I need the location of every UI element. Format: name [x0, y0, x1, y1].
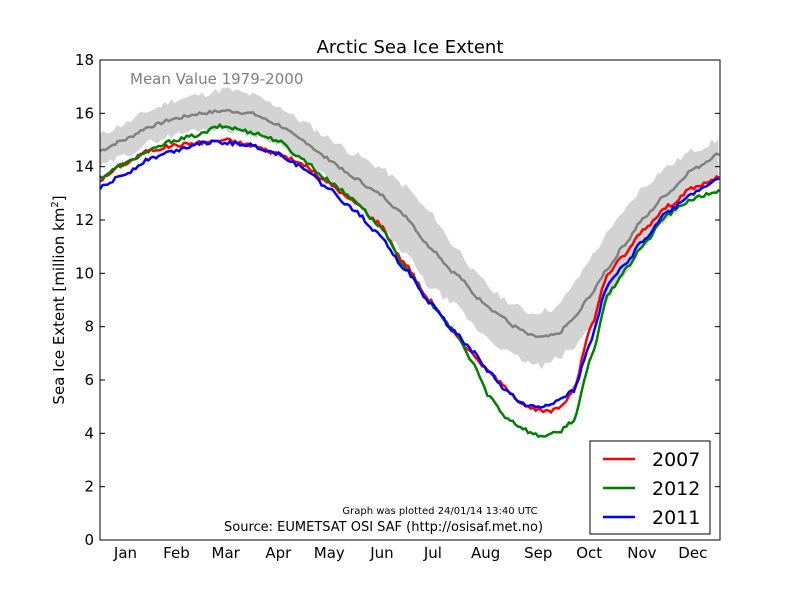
x-tick-label-jun: Jun — [369, 544, 393, 562]
chart-title: Arctic Sea Ice Extent — [317, 37, 504, 58]
y-tick-label: 12 — [75, 211, 94, 229]
x-tick-label-jan: Jan — [113, 544, 137, 562]
x-tick-label-nov: Nov — [627, 544, 656, 562]
y-tick-label: 4 — [84, 424, 94, 442]
y-tick-label: 18 — [75, 51, 94, 69]
plotted-annotation: Graph was plotted 24/01/14 13:40 UTC — [342, 506, 537, 517]
plot-area — [100, 87, 720, 439]
x-tick-label-aug: Aug — [471, 544, 500, 562]
y-tick-label: 6 — [84, 371, 94, 389]
legend-label-2012: 2012 — [652, 478, 700, 500]
x-tick-label-sep: Sep — [524, 544, 552, 562]
y-axis-label-superscript: 2 — [50, 201, 61, 207]
y-tick-label: 8 — [84, 318, 94, 336]
y-axis-label-main: Sea Ice Extent [million km — [50, 208, 68, 405]
plot-frame — [99, 59, 721, 541]
x-tick-label-apr: Apr — [265, 544, 292, 562]
y-tick-label: 16 — [75, 104, 94, 122]
x-tick-label-feb: Feb — [163, 544, 190, 562]
legend: 2007 2012 2011 — [589, 440, 711, 535]
x-tick-label-oct: Oct — [576, 544, 602, 562]
y-axis-label-end: ] — [50, 195, 68, 201]
y-tick-label: 2 — [84, 478, 94, 496]
x-tick-label-may: May — [314, 544, 345, 562]
axes: 0 2 4 6 8 10 12 14 16 18 Jan Feb Mar Apr May Jun Jul Aug S… — [75, 51, 721, 562]
source-annotation: Source: EUMETSAT OSI SAF (http://osisaf.… — [224, 520, 543, 535]
plot-inner — [100, 87, 720, 439]
legend-label-2007: 2007 — [652, 449, 700, 471]
y-tick-label: 14 — [75, 158, 94, 176]
mean-value-label: Mean Value 1979-2000 — [130, 70, 303, 88]
mean-line — [100, 108, 720, 339]
x-tick-label-mar: Mar — [212, 544, 241, 562]
series-line-2011 — [100, 139, 720, 409]
y-axis-label: Sea Ice Extent [million km2] — [50, 195, 68, 404]
legend-label-2011: 2011 — [652, 507, 700, 529]
variability-band — [100, 87, 719, 370]
y-tick-label: 0 — [84, 531, 94, 549]
x-tick-label-jul: Jul — [423, 544, 442, 562]
y-tick-label: 10 — [75, 264, 94, 282]
x-tick-label-dec: Dec — [678, 544, 707, 562]
